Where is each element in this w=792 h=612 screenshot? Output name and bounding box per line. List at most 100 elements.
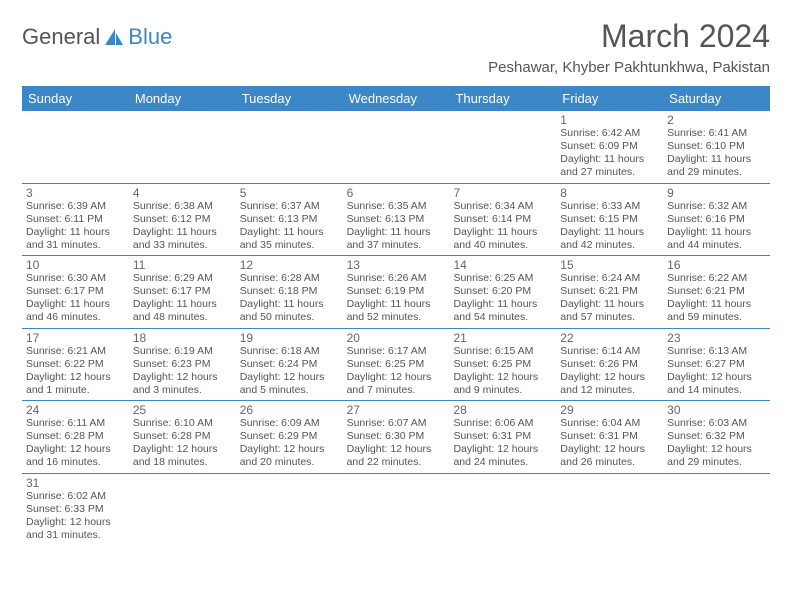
day2-text: and 46 minutes. xyxy=(26,311,125,324)
day-number: 23 xyxy=(667,331,766,345)
sunrise-text: Sunrise: 6:42 AM xyxy=(560,127,659,140)
calendar-day: 6Sunrise: 6:35 AMSunset: 6:13 PMDaylight… xyxy=(343,184,450,256)
day-number: 6 xyxy=(347,186,446,200)
sunset-text: Sunset: 6:11 PM xyxy=(26,213,125,226)
sunrise-text: Sunrise: 6:03 AM xyxy=(667,417,766,430)
calendar-day: 27Sunrise: 6:07 AMSunset: 6:30 PMDayligh… xyxy=(343,401,450,473)
calendar-day: 9Sunrise: 6:32 AMSunset: 6:16 PMDaylight… xyxy=(663,184,770,256)
sunset-text: Sunset: 6:32 PM xyxy=(667,430,766,443)
sunrise-text: Sunrise: 6:30 AM xyxy=(26,272,125,285)
day1-text: Daylight: 11 hours xyxy=(667,153,766,166)
day2-text: and 42 minutes. xyxy=(560,239,659,252)
logo-text2: Blue xyxy=(128,24,172,50)
day1-text: Daylight: 11 hours xyxy=(347,298,446,311)
sunrise-text: Sunrise: 6:15 AM xyxy=(453,345,552,358)
sunset-text: Sunset: 6:20 PM xyxy=(453,285,552,298)
day2-text: and 54 minutes. xyxy=(453,311,552,324)
calendar-week: 17Sunrise: 6:21 AMSunset: 6:22 PMDayligh… xyxy=(22,329,770,402)
calendar-week: 31Sunrise: 6:02 AMSunset: 6:33 PMDayligh… xyxy=(22,474,770,546)
day-number: 14 xyxy=(453,258,552,272)
sunset-text: Sunset: 6:25 PM xyxy=(347,358,446,371)
calendar-day: 19Sunrise: 6:18 AMSunset: 6:24 PMDayligh… xyxy=(236,329,343,401)
day2-text: and 40 minutes. xyxy=(453,239,552,252)
sunrise-text: Sunrise: 6:26 AM xyxy=(347,272,446,285)
page-title: March 2024 xyxy=(488,18,770,55)
sunrise-text: Sunrise: 6:28 AM xyxy=(240,272,339,285)
sunrise-text: Sunrise: 6:22 AM xyxy=(667,272,766,285)
calendar-day: 26Sunrise: 6:09 AMSunset: 6:29 PMDayligh… xyxy=(236,401,343,473)
calendar-day: 29Sunrise: 6:04 AMSunset: 6:31 PMDayligh… xyxy=(556,401,663,473)
sunset-text: Sunset: 6:17 PM xyxy=(26,285,125,298)
day-number: 10 xyxy=(26,258,125,272)
day-number: 8 xyxy=(560,186,659,200)
sunrise-text: Sunrise: 6:37 AM xyxy=(240,200,339,213)
day2-text: and 7 minutes. xyxy=(347,384,446,397)
day1-text: Daylight: 12 hours xyxy=(26,516,125,529)
day-number: 15 xyxy=(560,258,659,272)
calendar-day: 11Sunrise: 6:29 AMSunset: 6:17 PMDayligh… xyxy=(129,256,236,328)
day2-text: and 48 minutes. xyxy=(133,311,232,324)
logo-text1: General xyxy=(22,24,100,50)
calendar-empty xyxy=(449,474,556,546)
calendar-day: 31Sunrise: 6:02 AMSunset: 6:33 PMDayligh… xyxy=(22,474,129,546)
day-number: 29 xyxy=(560,403,659,417)
day2-text: and 33 minutes. xyxy=(133,239,232,252)
day1-text: Daylight: 11 hours xyxy=(560,226,659,239)
day1-text: Daylight: 12 hours xyxy=(26,371,125,384)
day2-text: and 9 minutes. xyxy=(453,384,552,397)
calendar-day: 10Sunrise: 6:30 AMSunset: 6:17 PMDayligh… xyxy=(22,256,129,328)
calendar-body: 1Sunrise: 6:42 AMSunset: 6:09 PMDaylight… xyxy=(22,111,770,545)
calendar-day: 24Sunrise: 6:11 AMSunset: 6:28 PMDayligh… xyxy=(22,401,129,473)
sunrise-text: Sunrise: 6:07 AM xyxy=(347,417,446,430)
day2-text: and 22 minutes. xyxy=(347,456,446,469)
day2-text: and 14 minutes. xyxy=(667,384,766,397)
sunrise-text: Sunrise: 6:38 AM xyxy=(133,200,232,213)
day2-text: and 26 minutes. xyxy=(560,456,659,469)
sunrise-text: Sunrise: 6:34 AM xyxy=(453,200,552,213)
calendar-week: 3Sunrise: 6:39 AMSunset: 6:11 PMDaylight… xyxy=(22,184,770,257)
header: General Blue March 2024 Peshawar, Khyber… xyxy=(22,18,770,76)
sunset-text: Sunset: 6:31 PM xyxy=(560,430,659,443)
day1-text: Daylight: 12 hours xyxy=(26,443,125,456)
calendar-day: 20Sunrise: 6:17 AMSunset: 6:25 PMDayligh… xyxy=(343,329,450,401)
sunrise-text: Sunrise: 6:24 AM xyxy=(560,272,659,285)
day1-text: Daylight: 12 hours xyxy=(133,371,232,384)
day-header: Sunday xyxy=(22,86,129,111)
sunset-text: Sunset: 6:18 PM xyxy=(240,285,339,298)
sunset-text: Sunset: 6:10 PM xyxy=(667,140,766,153)
calendar-day: 3Sunrise: 6:39 AMSunset: 6:11 PMDaylight… xyxy=(22,184,129,256)
day-number: 26 xyxy=(240,403,339,417)
day2-text: and 3 minutes. xyxy=(133,384,232,397)
day-number: 16 xyxy=(667,258,766,272)
sunset-text: Sunset: 6:14 PM xyxy=(453,213,552,226)
calendar: SundayMondayTuesdayWednesdayThursdayFrid… xyxy=(22,86,770,545)
sunset-text: Sunset: 6:26 PM xyxy=(560,358,659,371)
day2-text: and 52 minutes. xyxy=(347,311,446,324)
calendar-day: 15Sunrise: 6:24 AMSunset: 6:21 PMDayligh… xyxy=(556,256,663,328)
calendar-empty xyxy=(236,111,343,183)
day-number: 22 xyxy=(560,331,659,345)
calendar-day: 16Sunrise: 6:22 AMSunset: 6:21 PMDayligh… xyxy=(663,256,770,328)
sunset-text: Sunset: 6:22 PM xyxy=(26,358,125,371)
day1-text: Daylight: 11 hours xyxy=(240,226,339,239)
sunset-text: Sunset: 6:16 PM xyxy=(667,213,766,226)
calendar-day: 5Sunrise: 6:37 AMSunset: 6:13 PMDaylight… xyxy=(236,184,343,256)
sunrise-text: Sunrise: 6:33 AM xyxy=(560,200,659,213)
day-header: Friday xyxy=(556,86,663,111)
day2-text: and 44 minutes. xyxy=(667,239,766,252)
day-number: 24 xyxy=(26,403,125,417)
day-number: 27 xyxy=(347,403,446,417)
day2-text: and 37 minutes. xyxy=(347,239,446,252)
sunrise-text: Sunrise: 6:39 AM xyxy=(26,200,125,213)
day1-text: Daylight: 11 hours xyxy=(560,298,659,311)
day2-text: and 35 minutes. xyxy=(240,239,339,252)
day1-text: Daylight: 12 hours xyxy=(453,443,552,456)
day1-text: Daylight: 11 hours xyxy=(453,298,552,311)
day1-text: Daylight: 11 hours xyxy=(133,226,232,239)
day-header: Tuesday xyxy=(236,86,343,111)
sunset-text: Sunset: 6:28 PM xyxy=(133,430,232,443)
day2-text: and 29 minutes. xyxy=(667,166,766,179)
logo: General Blue xyxy=(22,24,172,50)
day2-text: and 31 minutes. xyxy=(26,239,125,252)
day1-text: Daylight: 11 hours xyxy=(240,298,339,311)
